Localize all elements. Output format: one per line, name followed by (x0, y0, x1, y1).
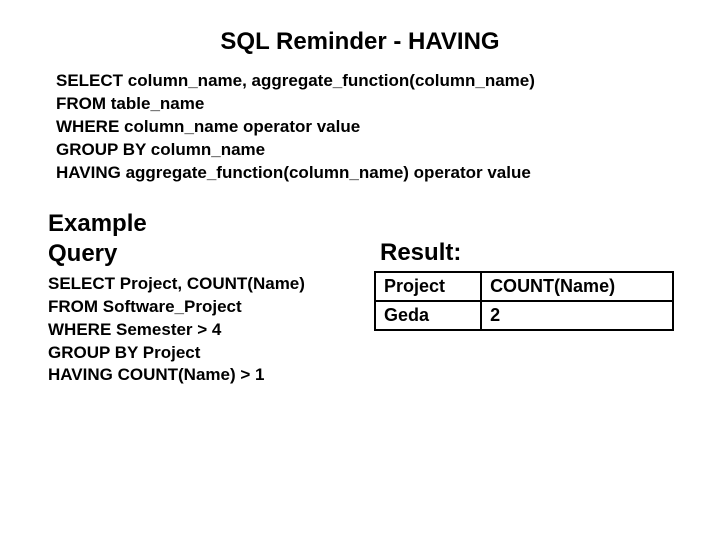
table-header-cell: Project (375, 272, 481, 301)
columns: Example Query SELECT Project, COUNT(Name… (48, 209, 672, 388)
syntax-line: SELECT column_name, aggregate_function(c… (56, 70, 672, 93)
table-header-cell: COUNT(Name) (481, 272, 673, 301)
syntax-line: FROM table_name (56, 93, 672, 116)
table-row: Geda 2 (375, 301, 673, 330)
result-heading: Result: (380, 239, 674, 267)
table-cell: 2 (481, 301, 673, 330)
table-header-row: Project COUNT(Name) (375, 272, 673, 301)
query-line: WHERE Semester > 4 (48, 319, 358, 342)
query-line: FROM Software_Project (48, 296, 358, 319)
syntax-line: GROUP BY column_name (56, 139, 672, 162)
syntax-block: SELECT column_name, aggregate_function(c… (56, 70, 672, 185)
example-query: SELECT Project, COUNT(Name) FROM Softwar… (48, 273, 358, 388)
result-column: Result: Project COUNT(Name) Geda 2 (380, 209, 674, 331)
query-line: SELECT Project, COUNT(Name) (48, 273, 358, 296)
result-table: Project COUNT(Name) Geda 2 (374, 271, 674, 331)
query-line: HAVING COUNT(Name) > 1 (48, 364, 358, 387)
query-line: GROUP BY Project (48, 342, 358, 365)
slide: SQL Reminder - HAVING SELECT column_name… (0, 0, 720, 540)
example-heading-line: Query (48, 239, 358, 269)
example-column: Example Query SELECT Project, COUNT(Name… (48, 209, 358, 388)
example-heading: Example Query (48, 209, 358, 269)
syntax-line: HAVING aggregate_function(column_name) o… (56, 162, 672, 185)
syntax-line: WHERE column_name operator value (56, 116, 672, 139)
example-heading-line: Example (48, 209, 358, 239)
page-title: SQL Reminder - HAVING (48, 28, 672, 56)
table-cell: Geda (375, 301, 481, 330)
